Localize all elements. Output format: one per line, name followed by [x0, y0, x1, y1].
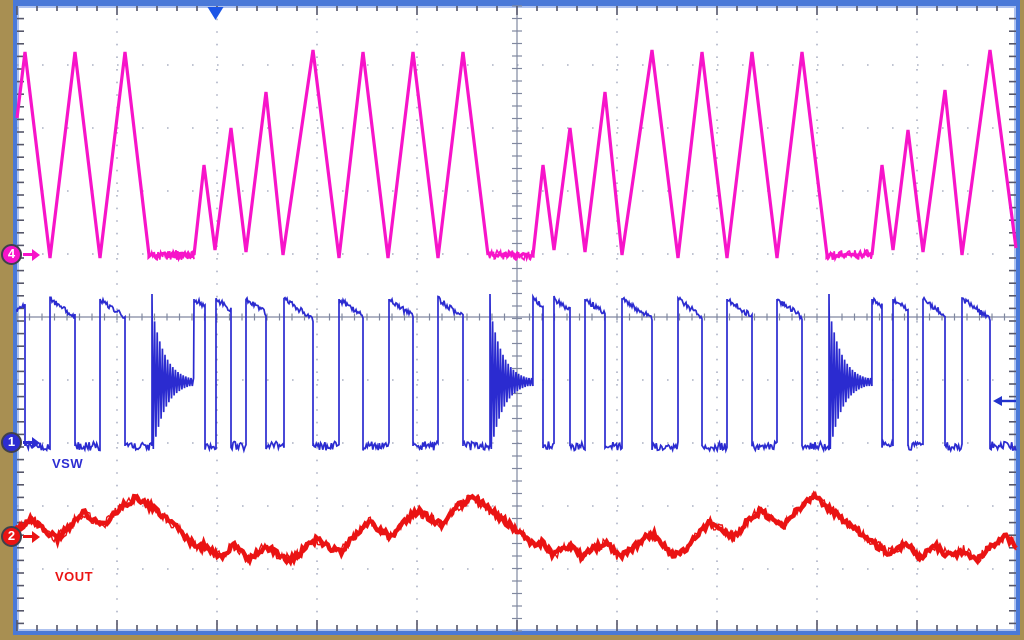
channel-2-badge[interactable]: 2	[1, 526, 22, 547]
trigger-position-marker[interactable]	[207, 7, 224, 20]
ch4-idle-ripple	[148, 247, 873, 263]
ch1-vsw-waveform	[16, 293, 1017, 454]
trigger-level-arrow-icon[interactable]	[993, 396, 1002, 406]
ch2-vout-waveform	[13, 490, 1018, 567]
vsw-trace-label: VSW	[52, 456, 84, 471]
channel-4-badge[interactable]: 4	[1, 244, 22, 265]
graticule	[16, 5, 1016, 632]
channel-1-arrow-icon	[23, 436, 40, 449]
channel-4-arrow-icon	[23, 248, 40, 261]
channel-2-arrow-icon	[23, 530, 40, 543]
vout-trace-label: VOUT	[55, 569, 94, 584]
channel-1-badge[interactable]: 1	[1, 432, 22, 453]
